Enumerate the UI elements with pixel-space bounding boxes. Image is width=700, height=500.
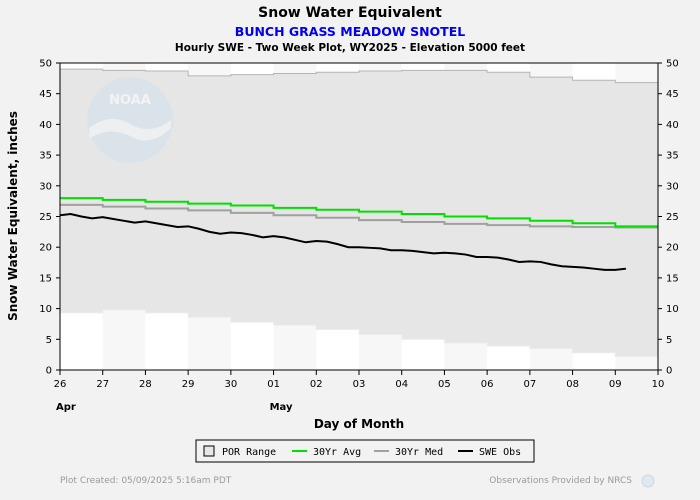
y-tick-label-right: 20	[666, 243, 679, 254]
legend-label-30yr-med: 30Yr Med	[395, 447, 443, 458]
y-tick-label-right: 25	[666, 212, 679, 223]
x-tick-label: 04	[395, 379, 408, 390]
x-tick-label: 08	[566, 379, 579, 390]
x-tick-label: 29	[182, 379, 195, 390]
legend-box	[195, 439, 535, 463]
por-range-upper-line	[60, 68, 658, 84]
legend-label-por-range: POR Range	[222, 447, 276, 458]
month-label: Apr	[56, 402, 76, 413]
y-tick-label: 25	[39, 212, 52, 223]
y-tick-label: 40	[39, 120, 52, 131]
x-tick-label: 03	[353, 379, 366, 390]
legend: POR Range 30Yr Avg 30Yr Med SWE Obs	[195, 439, 535, 463]
series-swe-observed	[59, 213, 627, 271]
y-tick-label: 45	[39, 89, 52, 100]
x-tick-label: 06	[481, 379, 494, 390]
x-tick-label: 10	[652, 379, 665, 390]
series-30yr-median	[60, 203, 658, 229]
y-tick-label: 0	[46, 366, 52, 377]
y-axis-left: 0 5 10 15 20 25 30 35 40 45 50	[39, 59, 60, 377]
noaa-logo-text: NOAA	[109, 93, 151, 108]
legend-label-swe-obs: SWE Obs	[479, 447, 521, 458]
por-range-lower-line	[60, 309, 658, 357]
y-tick-label-right: 15	[666, 273, 679, 284]
x-tick-label: 09	[609, 379, 622, 390]
month-label: May	[270, 402, 293, 413]
x-axis-label: Day of Month	[314, 417, 404, 431]
footer-observations: Observations Provided by NRCS	[489, 476, 632, 486]
y-tick-label-right: 5	[666, 335, 672, 346]
y-tick-label: 50	[39, 59, 52, 70]
x-tick-label: 26	[54, 379, 67, 390]
y-tick-label: 10	[39, 304, 52, 315]
y-tick-label-right: 10	[666, 304, 679, 315]
chart-subtitle: BUNCH GRASS MEADOW SNOTEL	[235, 24, 465, 39]
series-30yr-average	[60, 197, 658, 228]
y-tick-label-right: 40	[666, 120, 679, 131]
x-tick-label: 30	[224, 379, 237, 390]
y-tick-label: 15	[39, 273, 52, 284]
y-tick-label: 30	[39, 181, 52, 192]
y-tick-label-right: 45	[666, 89, 679, 100]
x-tick-label: 27	[96, 379, 109, 390]
noaa-logo: NOAA	[87, 77, 173, 163]
y-tick-label: 5	[46, 335, 52, 346]
por-range-band	[60, 69, 658, 357]
y-tick-label-right: 30	[666, 181, 679, 192]
y-tick-label-right: 35	[666, 151, 679, 162]
y-tick-label-right: 0	[666, 366, 672, 377]
x-tick-label: 05	[438, 379, 451, 390]
nws-logo-icon	[641, 474, 655, 488]
x-tick-label: 01	[267, 379, 280, 390]
x-tick-label: 02	[310, 379, 323, 390]
y-axis-label: Snow Water Equivalent, inches	[6, 111, 20, 321]
chart-title: Snow Water Equivalent	[258, 5, 442, 21]
x-tick-label: 07	[523, 379, 536, 390]
y-tick-label-right: 50	[666, 59, 679, 70]
x-tick-label: 28	[139, 379, 152, 390]
y-tick-label: 20	[39, 243, 52, 254]
legend-swatch-por-range	[203, 445, 215, 457]
legend-label-30yr-avg: 30Yr Avg	[313, 447, 361, 458]
x-axis: 26 27 28 29 30 01 02 03 04 05 06 07 08 09 10 Apr May	[54, 370, 665, 413]
y-tick-label: 35	[39, 151, 52, 162]
chart-info: Hourly SWE - Two Week Plot, WY2025 - Ele…	[175, 42, 525, 54]
y-axis-right: 0 5 10 15 20 25 30 35 40 45 50	[658, 59, 679, 377]
footer-plot-created: Plot Created: 05/09/2025 5:16am PDT	[60, 476, 232, 486]
